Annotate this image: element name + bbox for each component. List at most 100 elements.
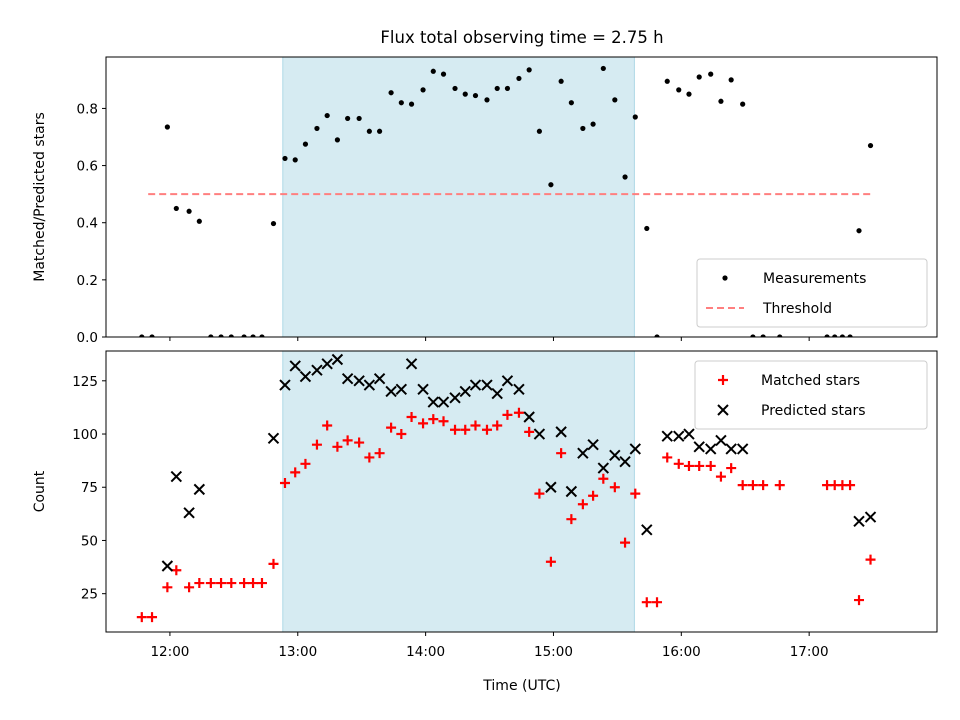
measurements-point xyxy=(324,112,330,119)
measurements-point xyxy=(644,225,650,232)
matched-stars-point xyxy=(598,473,609,484)
predicted-stars-point xyxy=(513,383,525,396)
measurements-point xyxy=(548,182,554,188)
measurements-point xyxy=(494,85,500,92)
measurements-point xyxy=(740,101,746,107)
predicted-stars-point xyxy=(545,481,557,493)
matched-stars-point xyxy=(386,422,397,433)
measurements-point xyxy=(484,97,490,103)
predicted-stars-point xyxy=(279,379,291,391)
measurements-point xyxy=(686,91,692,97)
measurements-point xyxy=(228,334,234,337)
x-tick-label: 14:00 xyxy=(406,644,445,660)
predicted-stars-point xyxy=(523,411,535,423)
predicted-stars-point xyxy=(417,383,429,396)
measurements-point xyxy=(366,128,372,134)
measurements-point xyxy=(867,142,874,149)
measurements-point xyxy=(612,97,618,103)
matched-stars-point xyxy=(460,424,471,435)
predicted-stars-point xyxy=(289,360,301,372)
matched-stars-point xyxy=(694,460,705,471)
predicted-stars-point xyxy=(459,385,471,398)
matched-stars-point xyxy=(194,578,205,589)
predicted-stars-point xyxy=(373,372,386,385)
predicted-stars-point xyxy=(853,515,865,528)
matched-stars-point xyxy=(136,612,147,623)
top-y-tick-label: 0.8 xyxy=(77,101,98,117)
measurements-point xyxy=(676,87,682,93)
predicted-stars-point xyxy=(193,483,206,496)
predicted-stars-point xyxy=(437,396,450,408)
measurements-point xyxy=(208,334,214,337)
x-tick-label: 15:00 xyxy=(534,644,573,660)
measurements-point xyxy=(462,91,468,97)
measurements-point xyxy=(718,98,724,104)
x-axis-label: Time (UTC) xyxy=(482,678,560,694)
predicted-stars-point xyxy=(725,443,737,455)
measurements-point xyxy=(832,334,838,337)
measurements-point xyxy=(408,101,415,107)
predicted-stars-point xyxy=(577,447,589,459)
matched-stars-point xyxy=(226,578,237,589)
x-tick-label: 16:00 xyxy=(662,644,701,660)
predicted-stars-point xyxy=(299,370,312,383)
matched-stars-point xyxy=(450,424,461,435)
matched-stars-point xyxy=(865,554,876,565)
matched-stars-point xyxy=(588,490,599,501)
measurements-point xyxy=(696,74,702,80)
measurements-point xyxy=(504,85,511,92)
bottom-y-tick-label: 25 xyxy=(81,587,98,603)
matched-stars-point xyxy=(342,435,353,446)
legend-label: Measurements xyxy=(763,271,866,287)
predicted-stars-point xyxy=(331,353,344,366)
predicted-stars-point xyxy=(481,379,493,391)
predicted-stars-point xyxy=(427,396,439,408)
measurements-point xyxy=(760,334,766,337)
measurements-point xyxy=(218,334,224,337)
predicted-stars-point xyxy=(609,449,621,462)
predicted-stars-point xyxy=(565,485,578,498)
predicted-stars-point xyxy=(641,524,653,536)
measurements-point xyxy=(398,100,404,106)
measurements-point xyxy=(164,124,170,130)
matched-stars-point xyxy=(332,441,343,452)
measurements-point xyxy=(600,65,606,72)
measurements-point xyxy=(376,128,383,134)
measurements-point xyxy=(664,78,670,84)
matched-stars-point xyxy=(239,578,250,589)
measurements-point xyxy=(250,334,256,337)
bottom-y-tick-label: 125 xyxy=(72,374,98,390)
measurements-point xyxy=(314,125,320,132)
matched-stars-point xyxy=(513,407,524,418)
top-legend: Measurements Threshold xyxy=(696,258,928,328)
measurements-point xyxy=(654,334,660,337)
measurements-point xyxy=(282,155,288,162)
predicted-stars-point xyxy=(311,364,323,376)
matched-stars-point xyxy=(256,578,267,589)
measurements-point xyxy=(632,114,638,120)
measurements-point xyxy=(420,87,426,93)
matched-stars-point xyxy=(290,467,301,478)
predicted-stars-point xyxy=(673,430,685,442)
matched-stars-point xyxy=(652,597,663,608)
bottom-y-axis-label: Count xyxy=(32,470,48,512)
top-axes-frame xyxy=(105,56,938,338)
matched-stars-point xyxy=(268,558,279,569)
matched-stars-point xyxy=(184,582,195,593)
matched-stars-point xyxy=(673,458,684,469)
measurements-point xyxy=(558,78,564,84)
measurements-point xyxy=(259,334,265,337)
measurements-point xyxy=(536,128,542,134)
matched-stars-point xyxy=(492,420,503,431)
measurements-point xyxy=(590,121,596,127)
predicted-stars-point xyxy=(395,383,408,396)
bottom-y-tick-label: 50 xyxy=(81,533,98,549)
matched-stars-point xyxy=(705,460,716,471)
matched-stars-point xyxy=(609,482,620,493)
measurements-point xyxy=(824,334,830,337)
predicted-stars-point xyxy=(661,430,673,442)
matched-stars-point xyxy=(758,480,769,491)
measurements-point xyxy=(241,334,247,337)
measurements-point xyxy=(580,125,586,132)
